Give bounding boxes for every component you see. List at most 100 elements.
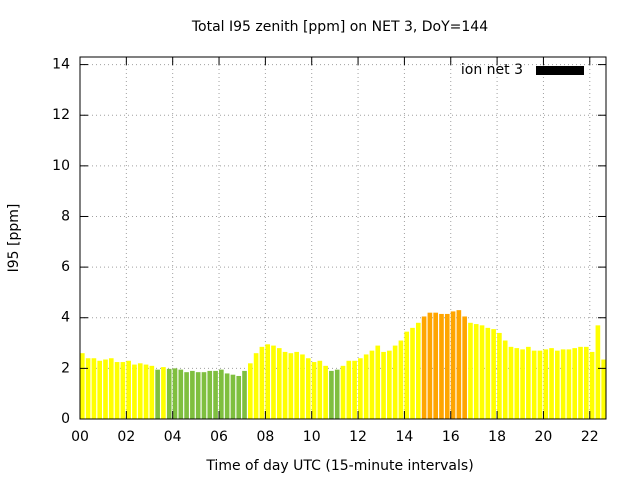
y-tick-label: 8 [61, 208, 70, 224]
y-tick-label: 14 [52, 57, 70, 73]
bar [207, 370, 213, 419]
bar [508, 346, 514, 419]
y-tick-label: 4 [61, 310, 70, 326]
bar [85, 358, 91, 419]
x-tick-label: 22 [581, 429, 599, 445]
bar [491, 329, 496, 419]
bar [323, 365, 328, 419]
bar [219, 369, 224, 419]
x-tick-label: 08 [256, 429, 274, 445]
bar [543, 349, 549, 419]
bar [334, 369, 340, 419]
legend-label: ion net 3 [461, 62, 523, 78]
bar [583, 346, 589, 419]
bar [311, 362, 317, 419]
bar [514, 348, 520, 419]
bar [392, 345, 398, 419]
x-tick-label: 12 [349, 429, 367, 445]
bar [456, 310, 462, 419]
bar [294, 351, 299, 419]
bar [126, 360, 131, 419]
bar [531, 350, 537, 419]
bar [375, 345, 381, 419]
x-tick-label: 06 [210, 429, 228, 445]
bar [387, 350, 392, 419]
y-axis-label: I95 [ppm] [6, 204, 22, 273]
bar [421, 316, 427, 419]
bar [172, 368, 178, 419]
bar [485, 327, 491, 419]
bar [595, 325, 601, 419]
x-axis-label: Time of day UTC (15-minute intervals) [205, 458, 473, 474]
x-tick-label: 18 [488, 429, 506, 445]
x-tick-label: 14 [395, 429, 413, 445]
bar [161, 367, 166, 419]
bar [566, 349, 572, 419]
bar [555, 350, 560, 419]
bar [537, 350, 543, 419]
bar [398, 340, 404, 419]
bar [549, 348, 554, 419]
bar [132, 364, 137, 419]
bar [190, 370, 195, 419]
bar [381, 351, 386, 419]
grid [80, 57, 606, 419]
bar [473, 324, 479, 419]
bar [415, 322, 421, 419]
y-tick-label: 12 [52, 107, 70, 123]
bar [120, 362, 126, 419]
bar [149, 365, 155, 419]
bar [410, 327, 415, 419]
bar [265, 344, 271, 419]
x-tick-label: 20 [535, 429, 553, 445]
bar [572, 348, 578, 419]
y-tick-label: 6 [61, 259, 70, 275]
bar [497, 332, 502, 419]
bar [358, 358, 363, 419]
bar [439, 313, 444, 419]
bar [526, 346, 531, 419]
bar [201, 372, 207, 419]
bar [578, 346, 583, 419]
bar [213, 370, 218, 419]
bar [462, 316, 467, 419]
y-tick-label: 10 [52, 158, 70, 174]
bar [155, 369, 160, 419]
bar [288, 353, 294, 419]
bar [479, 325, 485, 419]
x-tick-label: 16 [442, 429, 460, 445]
bar [271, 345, 276, 419]
bar [560, 349, 566, 419]
plot-frame [79, 56, 607, 420]
bar [166, 368, 172, 419]
bar [282, 351, 288, 419]
bar [329, 370, 334, 419]
bar [502, 340, 508, 419]
bar [230, 374, 236, 419]
bar [103, 359, 108, 419]
bar [340, 365, 346, 419]
bar [305, 358, 311, 419]
bar [300, 354, 305, 419]
bar [259, 346, 265, 419]
bar [247, 363, 253, 419]
bar [137, 363, 143, 419]
bar [114, 362, 120, 419]
bar [468, 322, 473, 419]
bars [80, 310, 606, 419]
bar [346, 360, 352, 419]
bar [236, 375, 242, 419]
bar [143, 364, 149, 419]
bar [224, 373, 230, 419]
chart-title: Total I95 zenith [ppm] on NET 3, DoY=144 [191, 19, 488, 35]
x-tick-label: 10 [303, 429, 321, 445]
bar [433, 312, 439, 419]
legend-swatch [536, 66, 584, 75]
x-tick-label: 02 [117, 429, 135, 445]
bar [444, 313, 450, 419]
bar [253, 353, 259, 419]
bar [242, 370, 247, 419]
bar [404, 331, 410, 419]
bar [520, 349, 525, 419]
